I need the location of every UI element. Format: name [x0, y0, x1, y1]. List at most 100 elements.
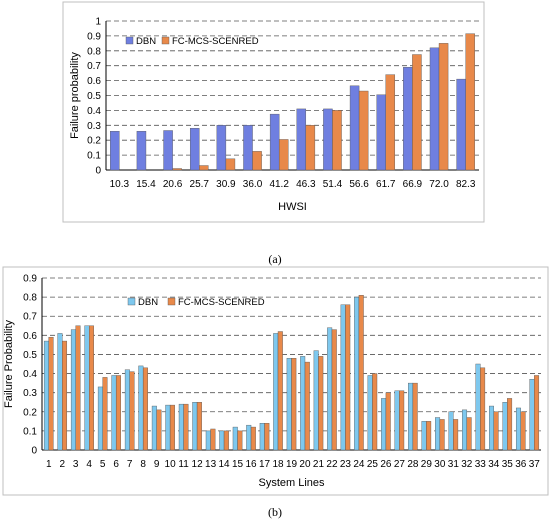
bar-dbn [529, 379, 535, 451]
bar-fc-mcs-scenred [399, 390, 405, 451]
bar-fc-mcs-scenred [507, 398, 513, 451]
bar-dbn [340, 304, 346, 451]
x-tick-label: 23 [340, 459, 352, 470]
bar-fc-mcs-scenred [75, 325, 81, 451]
x-tick-label: 12 [192, 459, 204, 470]
x-tick-label: 2 [59, 459, 65, 470]
bar-fc-mcs-scenred [304, 361, 310, 451]
bar-dbn [178, 403, 184, 451]
bar-dbn [296, 108, 307, 171]
bar-fc-mcs-scenred [196, 402, 202, 451]
x-tick-label: 61.7 [376, 179, 396, 190]
legend-label-fc-mcs-scenred: FC-MCS-SCENRED [172, 36, 259, 47]
bar-dbn [269, 113, 280, 171]
bar-dbn [367, 375, 373, 451]
y-tick-label: 0.1 [23, 426, 37, 437]
bar-fc-mcs-scenred [439, 419, 445, 451]
bar-dbn [111, 375, 117, 451]
bar-dbn [435, 417, 441, 451]
bar-dbn [243, 125, 253, 171]
x-tick-label: 13 [205, 459, 217, 470]
x-tick-label: 29 [421, 459, 433, 470]
x-tick-label: 56.6 [349, 179, 369, 190]
bar-dbn [323, 108, 333, 171]
bar-fc-mcs-scenred [358, 295, 364, 451]
x-tick-label: 21 [313, 459, 325, 470]
x-tick-label: 72.0 [429, 179, 449, 190]
bar-dbn [421, 421, 427, 451]
y-tick-label: 0.4 [87, 106, 101, 117]
legend-swatch-fc-mcs-scenred [167, 297, 176, 306]
bar-dbn [462, 409, 468, 451]
x-tick-label: 10.3 [110, 179, 130, 190]
y-axis-label: Failure Probability [3, 319, 15, 408]
bar-dbn [502, 402, 508, 451]
x-tick-label: 17 [259, 459, 271, 470]
x-tick-label: 30 [434, 459, 446, 470]
bar-fc-mcs-scenred [385, 392, 391, 451]
bar-fc-mcs-scenred [62, 340, 68, 451]
x-tick-label: 46.3 [296, 179, 316, 190]
x-tick-label: 7 [127, 459, 133, 470]
bar-dbn [313, 350, 319, 451]
bar-fc-mcs-scenred [453, 419, 459, 451]
chart-frame [62, 1, 485, 223]
x-tick-label: 16 [245, 459, 257, 470]
bar-dbn [354, 296, 360, 451]
legend-label-dbn: DBN [138, 297, 158, 308]
bar-dbn [219, 430, 225, 451]
bar-fc-mcs-scenred [305, 125, 316, 171]
bar-dbn [273, 333, 279, 451]
y-tick-label: 0.9 [23, 274, 37, 285]
y-tick-label: 0.7 [23, 312, 37, 323]
bar-dbn [349, 85, 360, 171]
x-tick-label: 3 [73, 459, 79, 470]
bar-dbn [163, 130, 173, 171]
x-tick-label: 30.9 [216, 179, 236, 190]
legend-swatch-dbn [125, 36, 134, 45]
bar-fc-mcs-scenred [385, 74, 396, 171]
y-tick-label: 0 [95, 166, 101, 177]
bar-fc-mcs-scenred [172, 168, 182, 171]
bar-fc-mcs-scenred [426, 421, 432, 451]
bar-fc-mcs-scenred [331, 329, 337, 451]
bar-dbn [246, 424, 252, 451]
bar-fc-mcs-scenred [225, 158, 236, 171]
bar-fc-mcs-scenred [372, 373, 378, 451]
x-tick-label: 37 [529, 459, 541, 470]
x-tick-label: 34 [488, 459, 500, 470]
bar-fc-mcs-scenred [237, 430, 243, 451]
bar-fc-mcs-scenred [520, 411, 526, 451]
x-tick-label: 1 [46, 459, 52, 470]
x-tick-label: 26 [380, 459, 392, 470]
bar-fc-mcs-scenred [345, 304, 351, 451]
bar-fc-mcs-scenred [156, 409, 162, 451]
y-tick-label: 0.6 [23, 331, 37, 342]
bar-dbn [70, 329, 76, 451]
y-tick-label: 0.9 [87, 31, 101, 42]
bar-dbn [327, 327, 333, 451]
x-tick-label: 5 [100, 459, 106, 470]
bar-fc-mcs-scenred [412, 382, 418, 451]
bar-dbn [489, 405, 494, 451]
bar-fc-mcs-scenred [412, 54, 422, 171]
bar-fc-mcs-scenred [102, 377, 108, 451]
x-tick-label: 35 [502, 459, 514, 470]
x-tick-label: 25.7 [190, 179, 210, 190]
y-tick-label: 0.8 [23, 293, 37, 304]
x-tick-label: 66.9 [403, 179, 423, 190]
legend-label-dbn: DBN [136, 36, 156, 47]
x-tick-label: 28 [407, 459, 419, 470]
y-tick-label: 0.6 [87, 76, 101, 87]
y-tick-label: 0.4 [23, 369, 37, 380]
bar-fc-mcs-scenred [534, 375, 540, 451]
bar-dbn [192, 402, 198, 451]
bar-dbn [403, 66, 413, 171]
bar-fc-mcs-scenred [115, 375, 121, 451]
y-tick-label: 0.7 [87, 61, 101, 72]
x-tick-label: 27 [394, 459, 406, 470]
bar-fc-mcs-scenred [358, 90, 369, 171]
x-tick-label: 33 [475, 459, 487, 470]
bar-fc-mcs-scenred [264, 423, 270, 451]
